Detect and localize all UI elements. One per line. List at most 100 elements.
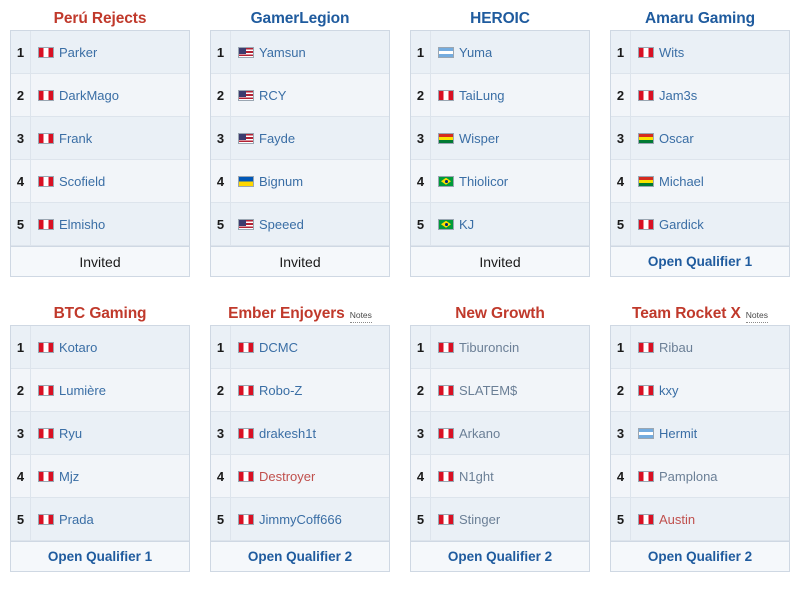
qualification-label[interactable]: Open Qualifier 1 [47,549,153,564]
flag-ar-icon [638,427,654,439]
team-name[interactable]: BTC Gaming [53,305,147,322]
qualification-label[interactable]: Open Qualifier 2 [447,549,553,564]
player-name[interactable]: DarkMago [59,87,119,103]
flag-pe-icon [438,89,454,101]
player-name[interactable]: Austin [659,511,696,527]
team-name[interactable]: New Growth [455,305,545,322]
player-name[interactable]: kxy [659,382,679,398]
qualification-label[interactable]: Open Qualifier 2 [647,549,753,564]
player-name[interactable]: Hermit [659,425,698,441]
table-row: 1 Yuma [411,31,589,74]
player-name[interactable]: JimmyCoff666 [259,511,342,527]
qualification-label[interactable]: Open Qualifier 1 [647,254,753,269]
player-name[interactable]: Mjz [59,468,80,484]
team-name[interactable]: HEROIC [470,10,530,27]
flag-pe-icon [238,427,254,439]
table-row: 2 DarkMago [11,74,189,117]
player-name[interactable]: Ribau [659,339,693,355]
player-name[interactable]: Frank [59,130,93,146]
player-rank: 1 [11,31,31,73]
player-rank: 2 [11,369,31,411]
player-cell: JimmyCoff666 [231,512,342,527]
player-name[interactable]: Scofield [59,173,106,189]
player-rank: 5 [211,498,231,540]
player-cell: N1ght [431,469,494,484]
player-name[interactable]: KJ [459,216,475,232]
table-row: 3 Hermit [611,412,789,455]
player-name[interactable]: DCMC [259,339,298,355]
player-name[interactable]: Gardick [659,216,704,232]
team-notes-link[interactable]: Notes [349,310,372,323]
player-rank: 1 [11,326,31,368]
qualification-footer: Invited [411,246,589,276]
player-rank: 5 [411,203,431,245]
team-name[interactable]: GamerLegion [250,10,350,27]
team-notes-link[interactable]: Notes [745,310,768,323]
player-name[interactable]: Jam3s [659,87,698,103]
player-name[interactable]: Yuma [459,44,493,60]
flag-pe-icon [438,384,454,396]
team-name[interactable]: Amaru Gaming [645,10,755,27]
player-name[interactable]: Prada [59,511,94,527]
player-rank: 1 [611,326,631,368]
flag-ua-icon [238,175,254,187]
player-cell: Gardick [631,217,704,232]
player-name[interactable]: Arkano [459,425,501,441]
player-name[interactable]: Yamsun [259,44,306,60]
table-row: 3 Oscar [611,117,789,160]
player-cell: RCY [231,88,286,103]
player-name[interactable]: Michael [659,173,704,189]
table-row: 1 Ribau [611,326,789,369]
player-rank: 1 [211,31,231,73]
player-name[interactable]: SLATEM$ [459,382,518,398]
player-rank: 4 [11,455,31,497]
team-title-row: HEROIC [410,0,590,30]
player-name[interactable]: Parker [59,44,98,60]
player-rank: 2 [411,74,431,116]
player-name[interactable]: Thiolicor [459,173,509,189]
player-cell: Bignum [231,174,303,189]
player-name[interactable]: drakesh1t [259,425,317,441]
player-name[interactable]: Fayde [259,130,296,146]
player-name[interactable]: TaiLung [459,87,505,103]
player-name[interactable]: Lumière [59,382,106,398]
player-name[interactable]: Wits [659,44,685,60]
player-name[interactable]: N1ght [459,468,494,484]
player-name[interactable]: Wisper [459,130,500,146]
roster-table: 1 DCMC 2 Robo-Z 3 drakesh1t 4 Destroyer 5 JimmyCo… [210,325,390,572]
team-title-row: New Growth [410,295,590,325]
player-name[interactable]: Kotaro [59,339,98,355]
team-name[interactable]: Team Rocket X [632,305,741,322]
player-name[interactable]: Elmisho [59,216,106,232]
player-name[interactable]: Pamplona [659,468,718,484]
player-cell: Scofield [31,174,105,189]
team-name[interactable]: Perú Rejects [53,10,147,27]
table-row: 5 Speeed [211,203,389,246]
team-title-row: Team Rocket X Notes [610,295,790,325]
player-name[interactable]: Robo-Z [259,382,303,398]
table-row: 2 Robo-Z [211,369,389,412]
player-name[interactable]: Bignum [259,173,304,189]
player-name[interactable]: Destroyer [259,468,316,484]
player-cell: Arkano [431,426,500,441]
flag-pe-icon [238,341,254,353]
flag-pe-icon [638,46,654,58]
player-rank: 4 [611,455,631,497]
qualification-label[interactable]: Open Qualifier 2 [247,549,353,564]
table-row: 4 Thiolicor [411,160,589,203]
team-name[interactable]: Ember Enjoyers [228,305,345,322]
player-name[interactable]: Tiburoncin [459,339,520,355]
player-name[interactable]: Speeed [259,216,304,232]
player-name[interactable]: RCY [259,87,287,103]
player-name[interactable]: Ryu [59,425,83,441]
flag-pe-icon [38,218,54,230]
team-title-row: BTC Gaming [10,295,190,325]
table-row: 5 Gardick [611,203,789,246]
table-row: 2 TaiLung [411,74,589,117]
player-cell: drakesh1t [231,426,316,441]
player-name[interactable]: Oscar [659,130,694,146]
player-rank: 4 [411,160,431,202]
player-name[interactable]: Stinger [459,511,501,527]
roster-table: 1 Yamsun 2 RCY 3 Fayde 4 Bignum 5 Speeed Invited [210,30,390,277]
qualification-footer: Open Qualifier 1 [11,541,189,571]
